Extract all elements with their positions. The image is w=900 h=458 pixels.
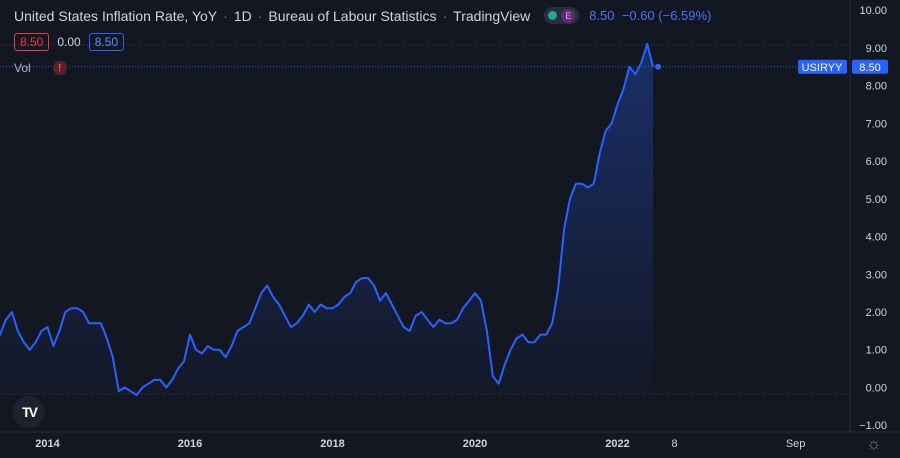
volume-label: Vol (14, 61, 31, 75)
source-label: Bureau of Labour Statistics (268, 7, 437, 24)
symbol-price-tag[interactable] (798, 59, 847, 74)
y-tick-label: 4.00 (866, 232, 887, 244)
symbol-title[interactable]: United States Inflation Rate, YoY (14, 7, 218, 24)
interval-label[interactable]: 1D (233, 7, 252, 24)
series-line[interactable] (0, 43, 655, 396)
last-value-number: 8.50 (589, 8, 615, 23)
y-tick-label: 0.00 (866, 382, 887, 394)
publisher-label: TradingView (453, 7, 531, 24)
x-tick-label: 2022 (605, 438, 629, 450)
series-area (0, 44, 654, 395)
x-tick-label: 2018 (320, 438, 344, 450)
warning-icon[interactable]: ! (52, 61, 67, 75)
buy-value-box[interactable]: 8.50 (88, 33, 125, 51)
tradingview-logo-icon[interactable]: TV (13, 396, 45, 428)
y-tick-label: −1.00 (859, 420, 887, 432)
x-tick-label: 2014 (35, 438, 60, 450)
y-tick-label: 1.00 (866, 345, 887, 357)
last-value-point[interactable] (655, 63, 662, 70)
settings-gear-icon[interactable]: ☼ (866, 434, 882, 453)
y-tick-label: 5.00 (866, 194, 887, 206)
x-tick-label: 2020 (463, 438, 487, 450)
legend-title-row: United States Inflation Rate, YoY · 1D ·… (14, 7, 712, 24)
x-tick-label: 8 (671, 438, 677, 450)
symbol-price-tag-label: USIRYY (802, 62, 843, 74)
sell-value-box[interactable]: 8.50 (14, 33, 50, 51)
change-value: −0.60 (−6.59%) (621, 8, 712, 23)
spread-value: 0.00 (57, 35, 81, 49)
market-status-icon (548, 11, 558, 20)
x-tick-label: 2016 (178, 438, 202, 450)
last-price-tag-value: 8.50 (859, 62, 880, 74)
x-tick-label: Sep (786, 438, 806, 450)
y-tick-label: 7.00 (866, 118, 887, 130)
last-price-tag[interactable] (852, 59, 888, 74)
y-tick-label: 6.00 (866, 156, 887, 168)
volume-row: Vol ! (14, 61, 67, 75)
y-tick-label: 3.00 (866, 269, 887, 281)
status-badges[interactable]: E (544, 7, 580, 24)
earnings-icon: E (561, 8, 576, 23)
y-tick-label: 10.00 (859, 5, 887, 17)
y-tick-label: 9.00 (866, 43, 887, 55)
last-value: 8.50 −0.60 (−6.59%) (589, 8, 711, 23)
y-tick-label: 2.00 (866, 307, 887, 319)
y-tick-label: 8.00 (866, 81, 887, 93)
ohlc-row: 8.50 0.00 8.50 (14, 33, 125, 51)
